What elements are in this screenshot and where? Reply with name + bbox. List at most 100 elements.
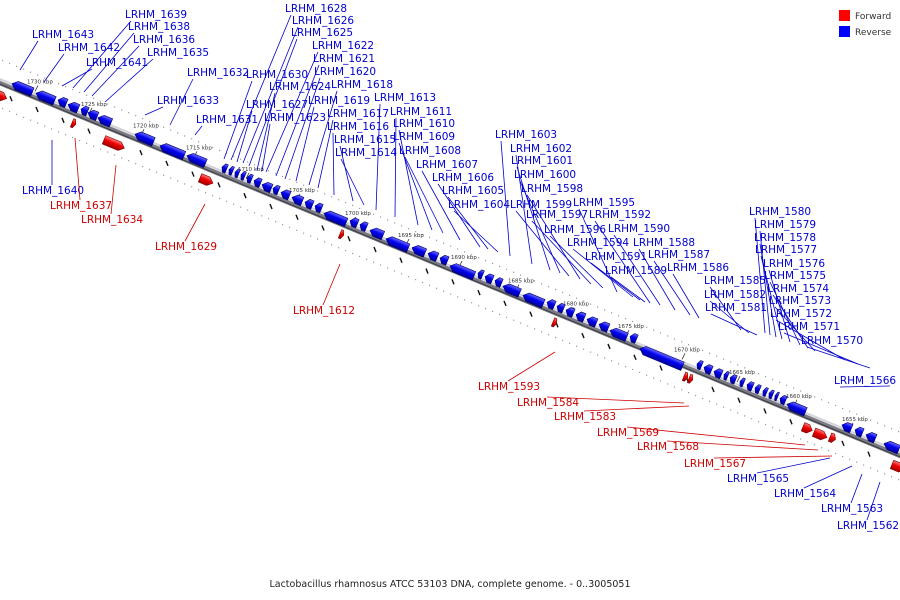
upper-guide-dot xyxy=(408,228,410,230)
upper-guide-dot xyxy=(289,178,291,181)
gene-label-text: LRHM_1595 xyxy=(573,197,635,209)
leader-line xyxy=(404,156,444,234)
upper-guide-dot xyxy=(135,115,137,117)
gene-label-LRHM_1594: LRHM_1594 xyxy=(567,237,634,298)
gene-label-text: LRHM_1639 xyxy=(125,9,187,21)
gene-shape xyxy=(729,374,738,385)
upper-guide-dot xyxy=(58,83,60,85)
upper-guide-dot xyxy=(765,375,767,378)
upper-guide-dot xyxy=(737,364,739,366)
lower-guide-dot xyxy=(338,247,340,249)
lower-guide-dot xyxy=(240,206,242,208)
gene-label-LRHM_1573: LRHM_1573 xyxy=(769,295,831,352)
gene-shape xyxy=(556,302,566,314)
gene-label-text: LRHM_1586 xyxy=(667,262,729,274)
gene-label-LRHM_1574: LRHM_1574 xyxy=(767,283,829,349)
gene-arrow-1608 xyxy=(439,254,450,266)
upper-guide-dot xyxy=(877,422,879,424)
lower-guide-dot xyxy=(464,299,466,301)
gene-label-text: LRHM_1587 xyxy=(648,249,710,261)
minor-tick xyxy=(425,268,429,274)
gene-label-LRHM_1593: LRHM_1593 xyxy=(478,351,556,393)
gene-shape xyxy=(101,135,125,151)
gene-label-LRHM_1628: LRHM_1628 xyxy=(230,3,347,161)
lower-guide-dot xyxy=(842,455,844,458)
gene-shape xyxy=(502,283,522,298)
gene-label-LRHM_1568: LRHM_1568 xyxy=(637,440,819,453)
gene-arrow-1603 xyxy=(502,283,522,298)
gene-label-LRHM_1579: LRHM_1579 xyxy=(754,219,816,336)
minor-tick xyxy=(295,214,299,220)
gene-shape xyxy=(80,105,90,117)
gene-arrow-1642 xyxy=(35,90,57,106)
gene-label-LRHM_1586: LRHM_1586 xyxy=(667,262,729,319)
gene-arrow-1636 xyxy=(87,109,100,122)
gene-arrow-1607 xyxy=(449,263,477,281)
upper-guide-dot xyxy=(72,88,74,91)
gene-shape xyxy=(484,273,495,285)
upper-guide-dot xyxy=(359,207,361,210)
lower-guide-dot xyxy=(555,336,557,339)
tick-label: 1670 kbp xyxy=(674,347,700,353)
leader-line xyxy=(756,457,831,474)
upper-guide-dot xyxy=(723,358,725,360)
lower-guide-dot xyxy=(16,113,18,115)
gene-label-text: LRHM_1632 xyxy=(187,67,249,79)
upper-guide-dot xyxy=(492,262,494,265)
upper-guide-dot xyxy=(2,59,4,62)
minor-tick xyxy=(269,203,273,210)
gene-label-text: LRHM_1574 xyxy=(767,283,829,295)
gene-label-LRHM_1571: LRHM_1571 xyxy=(778,321,859,365)
lower-guide-dot xyxy=(674,386,676,388)
gene-label-LRHM_1633: LRHM_1633 xyxy=(144,95,219,116)
gene-arrow-1643 xyxy=(11,81,35,97)
upper-guide-dot xyxy=(352,204,354,207)
tick-mark xyxy=(34,85,39,92)
gene-shape xyxy=(889,459,900,473)
lower-guide-dot xyxy=(786,432,788,434)
leader-line xyxy=(590,262,641,301)
gene-shape xyxy=(598,321,611,333)
gene-label-text: LRHM_1616 xyxy=(327,121,389,133)
lower-guide-dot xyxy=(268,218,270,220)
upper-guide-dot xyxy=(702,349,704,352)
gene-label-text: LRHM_1563 xyxy=(821,503,883,515)
gene-arrow-1588 xyxy=(713,368,724,380)
lower-guide-dot xyxy=(632,368,634,371)
gene-label-text: LRHM_1615 xyxy=(334,134,396,146)
lower-guide-dot xyxy=(443,290,445,292)
gene-shape xyxy=(11,81,35,97)
lower-guide-dot xyxy=(352,252,354,255)
gene-label-text: LRHM_1630 xyxy=(246,69,308,81)
lower-guide-dot xyxy=(807,441,809,443)
gene-arrow-1606 xyxy=(477,269,485,280)
gene-label-LRHM_1591: LRHM_1591 xyxy=(585,251,647,301)
gene-label-text: LRHM_1578 xyxy=(754,232,816,244)
lower-guide-dot xyxy=(198,189,200,191)
minor-tick xyxy=(763,408,767,414)
gene-label-text: LRHM_1627 xyxy=(246,99,308,111)
upper-guide-dot xyxy=(793,387,795,389)
gene-shape xyxy=(739,377,746,388)
legend-reverse-label: Reverse xyxy=(855,28,892,38)
lower-guide-dot xyxy=(751,418,753,420)
gene-arrow-1576 xyxy=(786,401,808,417)
gene-shape xyxy=(234,168,241,179)
leader-line xyxy=(754,217,766,334)
leader-line xyxy=(91,45,140,97)
gene-label-text: LRHM_1642 xyxy=(58,42,120,54)
upper-guide-dot xyxy=(457,248,459,250)
lower-guide-dot xyxy=(639,371,641,373)
gene-shape xyxy=(197,173,214,186)
gene-label-LRHM_1570: LRHM_1570 xyxy=(801,335,871,369)
gene-shape xyxy=(97,115,114,128)
lower-guide-dot xyxy=(177,180,179,182)
gene-label-text: LRHM_1635 xyxy=(147,47,209,59)
lower-guide-dot xyxy=(401,273,403,275)
upper-guide-dot xyxy=(93,97,95,99)
tick-label: 1730 kbp xyxy=(27,79,53,85)
gene-label-text: LRHM_1575 xyxy=(764,270,826,282)
upper-guide-dot xyxy=(226,152,228,154)
lower-guide-dot xyxy=(618,363,620,365)
gene-label-LRHM_1632: LRHM_1632 xyxy=(169,67,249,126)
